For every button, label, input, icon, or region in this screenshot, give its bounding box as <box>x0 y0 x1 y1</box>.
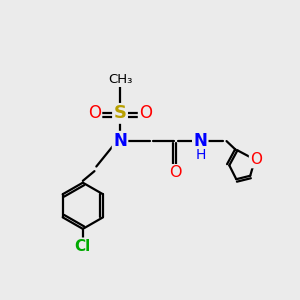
Text: O: O <box>139 104 152 122</box>
Text: S: S <box>113 104 127 122</box>
Text: O: O <box>250 152 262 167</box>
Text: N: N <box>113 132 127 150</box>
Text: N: N <box>193 132 207 150</box>
Text: Cl: Cl <box>75 239 91 254</box>
Text: O: O <box>169 165 182 180</box>
Text: O: O <box>88 104 101 122</box>
Text: H: H <box>196 148 206 162</box>
Text: CH₃: CH₃ <box>108 73 132 86</box>
